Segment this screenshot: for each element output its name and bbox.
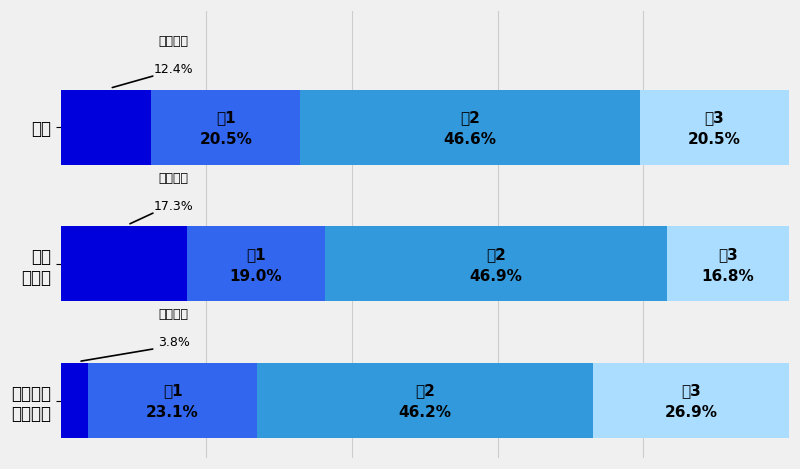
Bar bbox=[61, 227, 186, 302]
Text: 3.8%: 3.8% bbox=[158, 336, 190, 349]
Text: 20.5%: 20.5% bbox=[199, 132, 252, 147]
Text: 46.9%: 46.9% bbox=[470, 269, 522, 284]
Text: 46.6%: 46.6% bbox=[443, 132, 497, 147]
Text: 12.4%: 12.4% bbox=[154, 63, 194, 76]
Text: 19.0%: 19.0% bbox=[230, 269, 282, 284]
Text: 高3: 高3 bbox=[704, 110, 724, 125]
Text: 26.9%: 26.9% bbox=[665, 405, 718, 420]
Text: 高3: 高3 bbox=[718, 247, 738, 262]
Bar bbox=[640, 90, 789, 165]
Bar bbox=[300, 90, 640, 165]
Text: 高3: 高3 bbox=[681, 384, 701, 399]
Text: 中学まで: 中学まで bbox=[158, 308, 189, 321]
Bar bbox=[325, 227, 666, 302]
Text: 高2: 高2 bbox=[415, 384, 434, 399]
Text: 20.5%: 20.5% bbox=[688, 132, 741, 147]
Text: 高1: 高1 bbox=[162, 384, 182, 399]
Bar bbox=[61, 90, 151, 165]
Bar bbox=[257, 363, 593, 438]
Text: 高2: 高2 bbox=[486, 247, 506, 262]
Bar bbox=[61, 363, 89, 438]
Bar bbox=[666, 227, 789, 302]
Bar bbox=[186, 227, 325, 302]
Text: 17.3%: 17.3% bbox=[154, 200, 194, 212]
Bar bbox=[593, 363, 789, 438]
Text: 23.1%: 23.1% bbox=[146, 405, 199, 420]
Text: 中学まで: 中学まで bbox=[158, 172, 189, 185]
Text: 高1: 高1 bbox=[246, 247, 266, 262]
Text: 高2: 高2 bbox=[460, 110, 480, 125]
Text: 中学まで: 中学まで bbox=[158, 35, 189, 48]
Bar bbox=[151, 90, 300, 165]
Text: 46.2%: 46.2% bbox=[398, 405, 451, 420]
Bar bbox=[89, 363, 257, 438]
Text: 高1: 高1 bbox=[216, 110, 235, 125]
Text: 16.8%: 16.8% bbox=[702, 269, 754, 284]
